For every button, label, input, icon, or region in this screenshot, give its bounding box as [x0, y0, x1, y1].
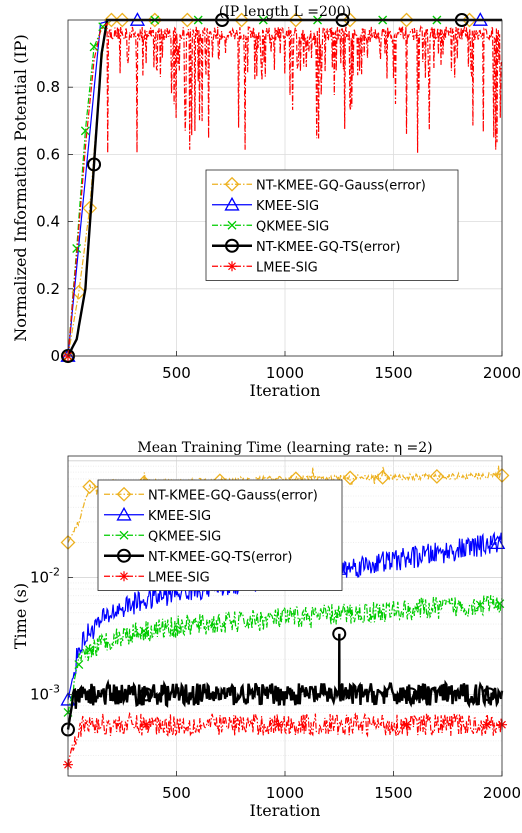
series-marker: [147, 12, 163, 28]
y-tick-label: 10-2: [30, 566, 60, 587]
series-line: [67, 711, 503, 765]
series-marker: [139, 687, 154, 702]
series-marker: [481, 687, 496, 702]
legend-swatch-marker: [117, 548, 131, 563]
x-axis-label: Iteration: [250, 801, 321, 820]
legend-swatch-marker: [227, 261, 237, 272]
series-marker: [74, 660, 84, 670]
series-marker: [332, 626, 347, 641]
series-marker: [80, 126, 90, 136]
legend-swatch-marker: [119, 530, 129, 540]
series-line: [67, 21, 503, 357]
legend-label: KMEE-SIG: [148, 509, 211, 524]
legend-label: QKMEE-SIG: [148, 529, 221, 544]
y-tick-label: 0.6: [36, 145, 60, 163]
y-tick-label: 0.2: [36, 280, 60, 298]
y-tick-label: 0.8: [36, 78, 60, 96]
series-marker: [82, 479, 98, 495]
chart-0: 500 1000 1500 2000 0 0.2 0.4 0.6 0.8 (IP length L…: [11, 4, 521, 400]
series-marker: [342, 470, 358, 486]
series-marker: [103, 12, 119, 28]
y-tick-label: 10-3: [30, 682, 60, 703]
series-marker: [179, 12, 195, 28]
series-marker: [288, 12, 304, 28]
legend-label: NT-KMEE-GQ-Gauss(error): [148, 488, 318, 503]
y-tick-exponent: -2: [49, 566, 60, 579]
legend-swatch-marker: [224, 196, 240, 211]
legend-label: KMEE-SIG: [256, 199, 319, 214]
legend-swatch-marker: [116, 486, 132, 502]
legend-swatch-marker: [227, 220, 237, 230]
series-marker: [490, 535, 506, 550]
y-axis-label: Normalized Information Potential (IP): [11, 34, 30, 341]
legend: NT-KMEE-GQ-Gauss(error) KMEE-SIG QKMEE-SIG…: [205, 169, 459, 281]
series-marker: [273, 719, 284, 730]
y-tick-exponent: -3: [49, 682, 60, 695]
chart-title: (IP length L =200): [219, 4, 351, 20]
series-marker: [401, 719, 412, 730]
series-marker: [481, 719, 492, 730]
x-tick-label: 500: [162, 364, 191, 382]
x-tick-label: 500: [162, 784, 191, 802]
series-marker: [141, 719, 152, 730]
legend-swatch-marker: [116, 506, 132, 521]
series-line: [66, 633, 504, 730]
series-marker: [114, 12, 130, 28]
series-marker: [375, 469, 391, 485]
x-tick-label: 1000: [266, 364, 304, 382]
series-marker: [403, 687, 418, 702]
series-marker: [234, 12, 250, 28]
legend-label: NT-KMEE-GQ-TS(error): [256, 240, 400, 255]
y-axis-label: Time (s): [11, 583, 30, 649]
x-tick-label: 1500: [374, 364, 412, 382]
x-tick-label: 2000: [483, 364, 521, 382]
legend-swatch-marker: [224, 176, 240, 192]
legend-swatch-marker: [119, 571, 129, 582]
legend-label: NT-KMEE-GQ-Gauss(error): [256, 178, 426, 193]
y-tick-base: 10: [30, 569, 49, 587]
series-line: [67, 594, 503, 713]
series-marker: [399, 12, 414, 28]
y-tick-label: 0.4: [36, 213, 60, 231]
y-tick-base: 10: [30, 685, 49, 703]
legend-label: QKMEE-SIG: [256, 219, 329, 234]
legend: NT-KMEE-GQ-Gauss(error) KMEE-SIG QKMEE-SIG…: [97, 479, 343, 591]
series-marker: [85, 645, 95, 655]
series-marker: [495, 599, 505, 609]
x-axis-label: Iteration: [250, 381, 321, 400]
x-tick-label: 1500: [374, 784, 412, 802]
x-tick-label: 1000: [266, 784, 304, 802]
legend-label: NT-KMEE-GQ-TS(error): [148, 550, 292, 565]
series-marker: [87, 157, 102, 172]
series-marker: [462, 12, 477, 28]
legend-swatch-marker: [225, 238, 239, 253]
series-marker: [342, 12, 358, 28]
series-marker: [139, 626, 149, 636]
chart-title: Mean Training Time (learning rate: η =2): [137, 440, 432, 456]
x-tick-label: 2000: [483, 784, 521, 802]
legend-label: LMEE-SIG: [256, 260, 318, 275]
series-marker: [429, 469, 445, 484]
series-marker: [475, 600, 485, 610]
y-tick-label: 0: [50, 347, 60, 365]
legend-label: LMEE-SIG: [148, 570, 210, 585]
